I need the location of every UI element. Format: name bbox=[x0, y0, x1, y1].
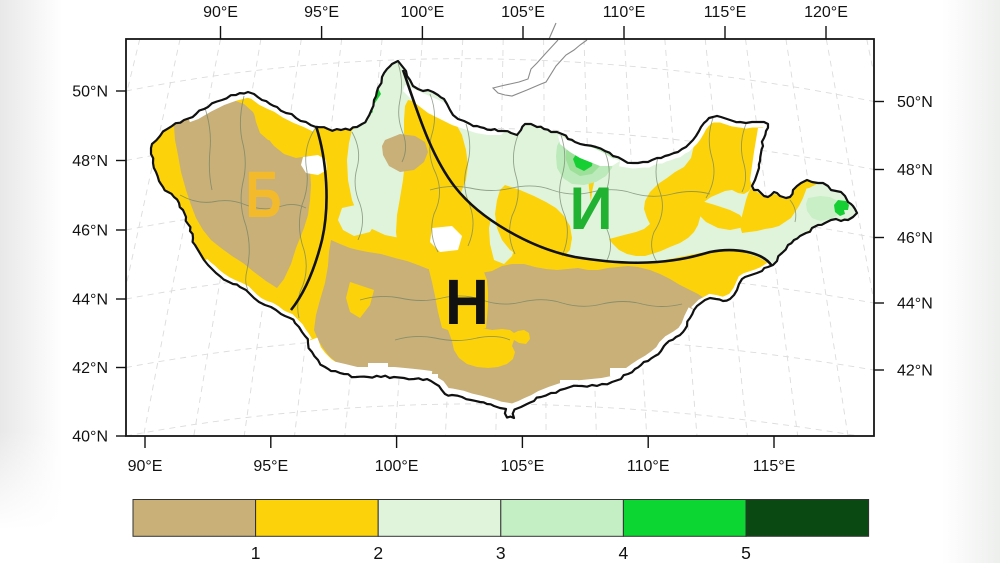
svg-text:44°N: 44°N bbox=[72, 292, 108, 309]
svg-text:115°E: 115°E bbox=[704, 4, 747, 21]
svg-text:3: 3 bbox=[496, 543, 506, 563]
svg-text:105°E: 105°E bbox=[501, 4, 545, 21]
svg-text:44°N: 44°N bbox=[897, 296, 933, 313]
svg-text:42°N: 42°N bbox=[72, 360, 108, 377]
svg-text:И: И bbox=[569, 175, 612, 242]
svg-text:50°N: 50°N bbox=[72, 84, 108, 101]
svg-text:42°N: 42°N bbox=[897, 363, 933, 380]
svg-text:110°E: 110°E bbox=[603, 4, 646, 21]
svg-text:100°E: 100°E bbox=[375, 458, 419, 475]
svg-text:48°N: 48°N bbox=[897, 162, 933, 179]
svg-text:105°E: 105°E bbox=[501, 458, 545, 475]
svg-text:115°E: 115°E bbox=[753, 458, 796, 475]
svg-text:90°E: 90°E bbox=[128, 458, 163, 475]
svg-text:5: 5 bbox=[741, 543, 751, 563]
svg-text:40°N: 40°N bbox=[72, 429, 108, 446]
svg-text:4: 4 bbox=[619, 543, 629, 563]
svg-text:46°N: 46°N bbox=[897, 230, 933, 247]
svg-text:110°E: 110°E bbox=[627, 458, 670, 475]
svg-text:90°E: 90°E bbox=[203, 4, 238, 21]
svg-text:95°E: 95°E bbox=[304, 4, 339, 21]
svg-text:100°E: 100°E bbox=[401, 4, 445, 21]
svg-text:Н: Н bbox=[445, 267, 489, 339]
svg-text:Б: Б bbox=[245, 158, 281, 231]
svg-text:95°E: 95°E bbox=[253, 458, 288, 475]
svg-text:46°N: 46°N bbox=[72, 223, 108, 240]
svg-text:50°N: 50°N bbox=[897, 94, 933, 111]
svg-text:48°N: 48°N bbox=[72, 153, 108, 170]
svg-text:2: 2 bbox=[373, 543, 383, 563]
svg-text:120°E: 120°E bbox=[804, 4, 848, 21]
svg-text:1: 1 bbox=[251, 543, 261, 563]
